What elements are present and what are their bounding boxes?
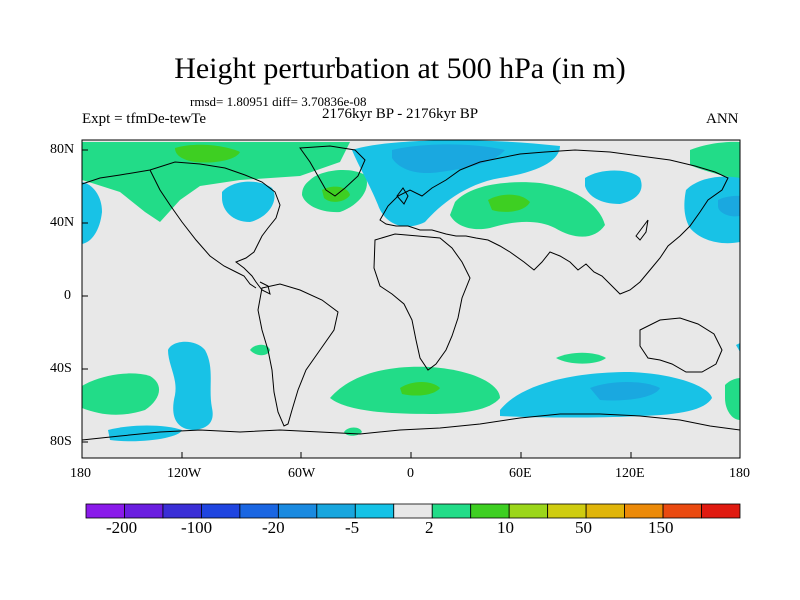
lon-label: 0 (407, 466, 414, 481)
lat-label: 40N (50, 215, 75, 230)
colorbar-label: -20 (262, 518, 285, 537)
anomaly-region-blue (168, 341, 213, 430)
anomaly-core-green (322, 186, 350, 202)
coastline-north-america (82, 161, 281, 295)
lon-label: 180 (70, 466, 91, 481)
coastline-south-america (257, 283, 339, 427)
lat-label: 80N (50, 142, 75, 157)
coastline-eurasia (379, 149, 729, 295)
coastline-uk (396, 187, 409, 205)
lat-label: 0 (64, 288, 71, 303)
colorbar-swatch (470, 503, 510, 519)
colorbar-swatch (393, 503, 433, 519)
map-panel (82, 140, 740, 458)
anomaly-core-blue (590, 382, 660, 401)
colorbar-swatch (701, 503, 741, 519)
period-label: 2176kyr BP - 2176kyr BP (322, 106, 479, 122)
colorbar-swatch (354, 503, 395, 519)
anomaly-region-blue (684, 176, 740, 244)
colorbar-label: 50 (575, 518, 592, 537)
statistics-label: rmsd= 1.80951 diff= 3.70836e-08 (190, 94, 367, 109)
anomaly-core-green (400, 382, 440, 396)
colorbar-swatch (277, 503, 318, 519)
colorbar-swatch (201, 503, 241, 519)
colorbar-swatch (85, 503, 125, 519)
anomaly-region-blue (222, 181, 275, 222)
anomaly-region-green (250, 344, 270, 356)
lon-label: 60W (288, 466, 316, 481)
colorbar-swatch (662, 503, 702, 519)
anomaly-core-green (175, 144, 240, 163)
colorbar-label: -200 (106, 518, 138, 537)
anomaly-region-blue (736, 343, 740, 352)
anomaly-region-green (690, 141, 740, 180)
experiment-label: Expt = tfmDe-tewTe (82, 111, 207, 127)
coastline-japan (635, 219, 649, 241)
anomaly-region-blue (82, 182, 102, 244)
anomaly-core-green (488, 194, 530, 212)
colorbar (85, 503, 741, 519)
colorbar-swatch (124, 503, 164, 519)
coastline-antarctica (82, 413, 740, 441)
colorbar-swatch (547, 503, 587, 519)
colorbar-swatch (162, 503, 202, 519)
coastline-greenland (299, 145, 366, 197)
positive-anomaly-regions (82, 141, 740, 436)
colorbar-label: -100 (181, 518, 213, 537)
anomaly-core-blue (392, 144, 505, 174)
axis-ticks (82, 149, 632, 458)
lat-label: 40S (50, 361, 72, 376)
positive-anomaly-cores (175, 144, 530, 396)
lon-label: 120W (167, 466, 202, 481)
coastline-africa (373, 233, 471, 371)
anomaly-region-green (82, 373, 160, 415)
colorbar-swatch (508, 503, 549, 519)
colorbar-label: -5 (345, 518, 360, 537)
negative-anomaly-cores (392, 144, 740, 401)
anomaly-region-blue (585, 170, 642, 204)
anomaly-region-green (450, 182, 605, 237)
season-label: ANN (706, 111, 739, 127)
colorbar-swatch (624, 503, 664, 519)
colorbar-label: 150 (648, 518, 674, 537)
map-title: Height perturbation at 500 hPa (in m) (174, 52, 626, 85)
anomaly-region-green (82, 142, 350, 222)
colorbar-swatch (316, 503, 356, 519)
colorbar-swatch (585, 503, 625, 519)
anomaly-region-green (556, 352, 606, 364)
lon-label: 120E (615, 466, 645, 481)
lon-label: 60E (509, 466, 532, 481)
anomaly-core-blue (718, 195, 740, 217)
colorbar-label: 2 (425, 518, 434, 537)
coastlines (82, 145, 740, 441)
colorbar-swatch (431, 503, 472, 519)
colorbar-label: 10 (497, 518, 514, 537)
lon-label: 180 (729, 466, 750, 481)
lat-label: 80S (50, 434, 72, 449)
anomaly-region-green (725, 378, 740, 420)
colorbar-swatch (239, 503, 279, 519)
coastline-australia (639, 317, 723, 373)
